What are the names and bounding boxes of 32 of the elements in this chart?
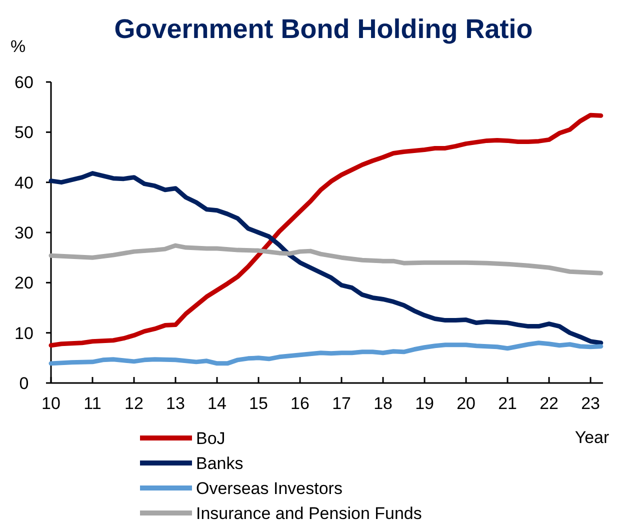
x-tick-label: 18 (374, 394, 392, 413)
x-tick-label: 21 (498, 394, 517, 413)
x-tick-label: 19 (415, 394, 434, 413)
legend-label: Insurance and Pension Funds (196, 504, 422, 523)
x-tick-label: 14 (208, 394, 226, 413)
y-axis-title: % (10, 37, 26, 56)
line-series (48, 243, 604, 276)
x-tick-label: 12 (124, 394, 144, 413)
y-tick-label: 50 (14, 123, 34, 142)
y-tick-label: 0 (19, 374, 29, 393)
x-tick-label: 17 (332, 394, 351, 413)
x-tick-label: 16 (290, 394, 310, 413)
x-axis-title: Year (574, 428, 610, 447)
x-tick-label: 15 (249, 394, 268, 413)
y-tick-label: 60 (14, 72, 34, 92)
legend-label: Banks (196, 454, 244, 473)
y-tick-label: 20 (14, 274, 34, 293)
chart-title: Government Bond Holding Ratio (114, 14, 533, 44)
y-tick-label: 30 (14, 223, 34, 242)
line-series (48, 340, 604, 366)
x-tick-label: 13 (166, 394, 185, 413)
x-tick-label: 20 (456, 394, 476, 413)
y-tick-label: 10 (14, 324, 34, 343)
line-series (48, 171, 604, 346)
line-series (48, 112, 604, 348)
x-tick-label: 11 (84, 394, 102, 413)
x-tick-label: 10 (42, 394, 60, 413)
legend-label: BoJ (196, 428, 226, 448)
x-tick-label: 23 (581, 394, 600, 413)
legend-label: Overseas Investors (196, 478, 342, 498)
x-tick-label: 22 (540, 394, 559, 413)
y-tick-label: 40 (14, 173, 34, 192)
